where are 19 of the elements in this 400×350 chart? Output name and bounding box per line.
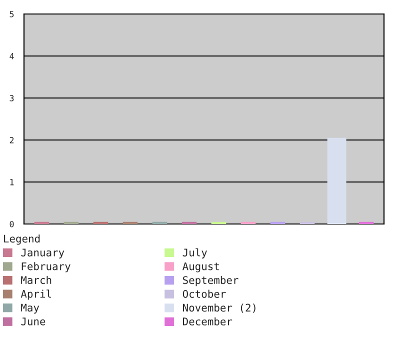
legend-title: Legend [4,234,40,245]
legend-label: August [182,262,219,272]
y-tick-label: 2 [10,137,14,144]
legend-label: October [182,290,226,298]
legend-label: December [183,317,232,326]
y-tick-label: 1 [10,179,14,186]
y-tick-label: 4 [10,53,14,60]
legend-label: April [20,290,52,300]
legend-label: March [21,276,52,284]
y-tick-label: 3 [10,95,14,102]
legend-label: January [21,248,64,258]
y-tick-label: 0 [10,221,14,228]
legend-label: June [21,318,46,326]
y-tick-label: 5 [10,11,14,18]
legend-label: May [21,304,40,314]
legend-label: September [183,276,238,286]
legend-label: July [182,248,207,258]
legend-label: February [22,262,70,272]
legend-label: November (2) [183,304,256,313]
